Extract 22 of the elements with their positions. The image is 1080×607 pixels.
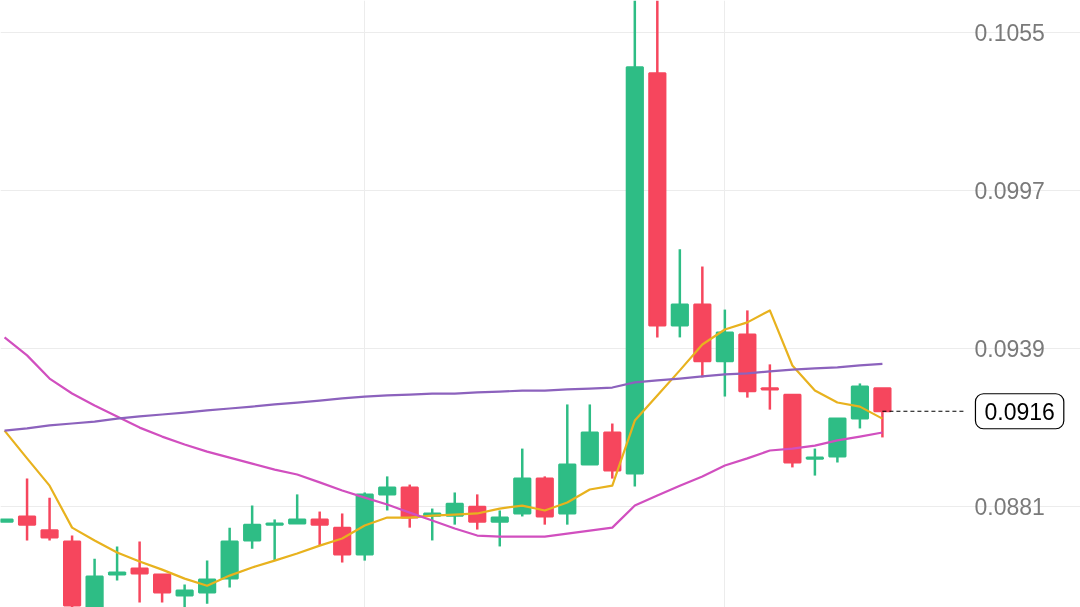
candlestick	[670, 248, 689, 339]
candlestick	[805, 447, 824, 477]
y-tick-label: 0.0997	[974, 177, 1045, 204]
candlestick	[265, 518, 284, 562]
ref-line-label: 0.0916	[984, 398, 1055, 425]
y-tick-label: 0.0939	[974, 336, 1045, 363]
y-tick-label: 0.1055	[974, 19, 1045, 46]
candlestick	[108, 545, 127, 582]
candlestick	[175, 583, 194, 607]
line-series	[3, 362, 884, 432]
candlestick	[40, 496, 59, 542]
candlestick	[490, 509, 509, 548]
candlestick	[378, 475, 397, 512]
candlestick	[288, 493, 307, 525]
candlestick	[17, 477, 37, 542]
y-tick-label: 0.0881	[974, 494, 1045, 521]
candlestick	[153, 573, 172, 604]
candlestick	[310, 510, 329, 547]
line-series	[3, 336, 884, 538]
candlestick	[873, 387, 892, 439]
candlestick	[760, 363, 779, 411]
candlestick	[243, 504, 262, 550]
